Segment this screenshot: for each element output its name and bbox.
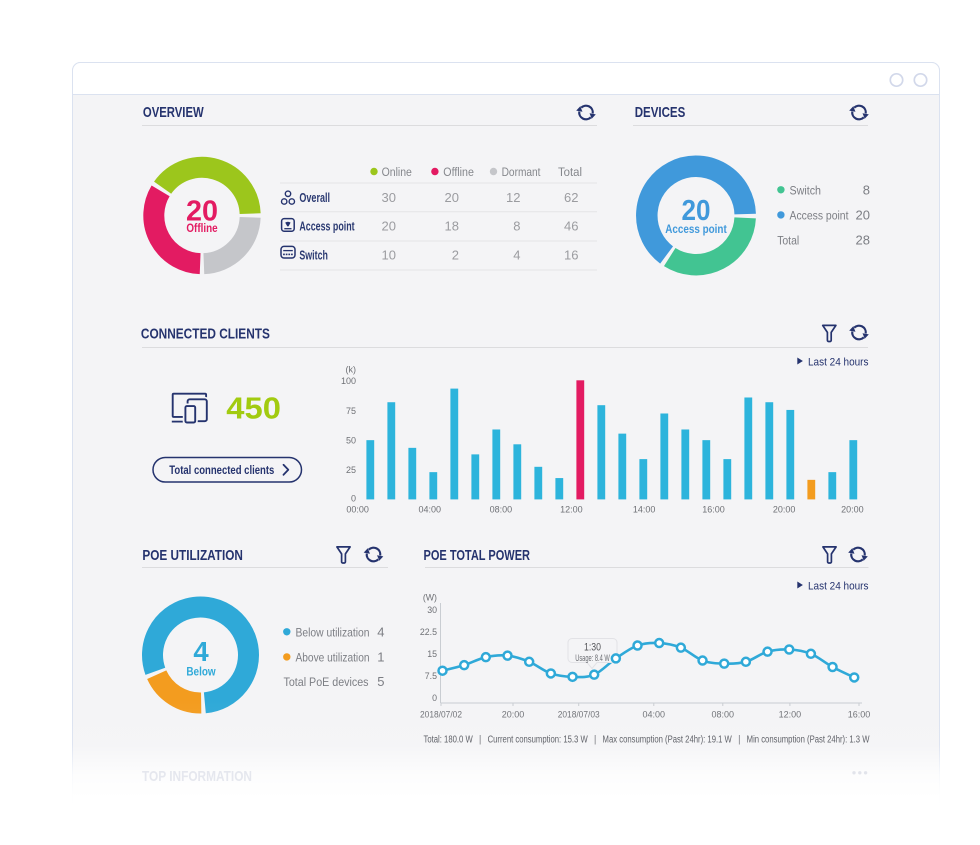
svg-text:20: 20: [856, 207, 870, 222]
svg-text:20: 20: [382, 219, 396, 234]
svg-text:Online: Online: [382, 165, 412, 179]
svg-text:25: 25: [346, 465, 356, 475]
svg-text:20: 20: [186, 196, 218, 228]
svg-text:Above utilization: Above utilization: [296, 650, 370, 664]
svg-text:10: 10: [382, 248, 396, 263]
svg-text:16:00: 16:00: [702, 505, 725, 515]
svg-text:50: 50: [346, 435, 356, 445]
svg-text:28: 28: [856, 233, 870, 248]
svg-text:00:00: 00:00: [346, 505, 369, 515]
svg-text:04:00: 04:00: [419, 505, 442, 515]
svg-text:Usage: 8.4 W: Usage: 8.4 W: [575, 653, 610, 664]
svg-text:7.5: 7.5: [425, 671, 437, 681]
svg-text:Overall: Overall: [299, 191, 330, 205]
svg-text:12:00: 12:00: [560, 505, 583, 515]
svg-text:Total PoE devices: Total PoE devices: [284, 675, 369, 689]
svg-text:20: 20: [682, 195, 711, 227]
svg-text:POE TOTAL POWER: POE TOTAL POWER: [424, 548, 531, 564]
svg-text:Last 24 hours: Last 24 hours: [808, 357, 869, 369]
svg-text:Offline: Offline: [443, 165, 474, 179]
svg-text:8: 8: [513, 219, 520, 234]
svg-text:4: 4: [377, 624, 384, 639]
svg-text:5: 5: [377, 674, 384, 689]
svg-text:1:30: 1:30: [584, 642, 601, 654]
svg-text:Access point: Access point: [665, 222, 727, 236]
svg-text:22.5: 22.5: [420, 627, 437, 637]
svg-text:2: 2: [452, 248, 459, 263]
svg-text:12: 12: [506, 190, 520, 205]
svg-text:Switch: Switch: [299, 249, 328, 263]
svg-text:POE UTILIZATION: POE UTILIZATION: [142, 548, 243, 564]
svg-text:30: 30: [382, 190, 396, 205]
svg-text:CONNECTED CLIENTS: CONNECTED CLIENTS: [141, 327, 270, 343]
svg-text:(k): (k): [346, 365, 357, 375]
svg-text:30: 30: [427, 605, 437, 615]
svg-text:Access point: Access point: [790, 208, 850, 222]
svg-text:0: 0: [432, 693, 437, 703]
svg-text:8: 8: [863, 182, 870, 197]
svg-text:Below utilization: Below utilization: [296, 625, 370, 639]
svg-text:Last 24 hours: Last 24 hours: [808, 581, 869, 593]
svg-text:20:00: 20:00: [841, 505, 864, 515]
svg-text:62: 62: [564, 190, 578, 205]
svg-text:1: 1: [377, 649, 384, 664]
svg-text:OVERVIEW: OVERVIEW: [143, 105, 204, 121]
svg-text:Access point: Access point: [299, 220, 355, 234]
svg-text:DEVICES: DEVICES: [635, 105, 686, 121]
svg-text:15: 15: [427, 649, 437, 659]
svg-text:450: 450: [226, 390, 281, 425]
svg-text:100: 100: [341, 376, 356, 386]
svg-text:16: 16: [564, 248, 578, 263]
svg-text:0: 0: [351, 494, 356, 504]
svg-text:Offline: Offline: [186, 221, 217, 235]
svg-text:Total: Total: [558, 165, 582, 179]
svg-text:18: 18: [445, 219, 459, 234]
svg-text:14:00: 14:00: [633, 505, 656, 515]
svg-text:(W): (W): [423, 593, 437, 603]
svg-text:Total connected clients: Total connected clients: [169, 464, 274, 477]
svg-text:TOP INFORMATION: TOP INFORMATION: [142, 769, 252, 785]
svg-text:Dormant: Dormant: [502, 165, 541, 179]
svg-text:08:00: 08:00: [490, 505, 513, 515]
svg-text:20:00: 20:00: [773, 505, 796, 515]
svg-text:75: 75: [346, 406, 356, 416]
svg-text:Below: Below: [186, 664, 216, 678]
svg-text:46: 46: [564, 219, 578, 234]
svg-text:20: 20: [445, 190, 459, 205]
svg-text:Switch: Switch: [790, 183, 822, 197]
svg-text:4: 4: [193, 636, 209, 667]
svg-text:Total: Total: [777, 234, 799, 248]
svg-text:4: 4: [513, 248, 520, 263]
